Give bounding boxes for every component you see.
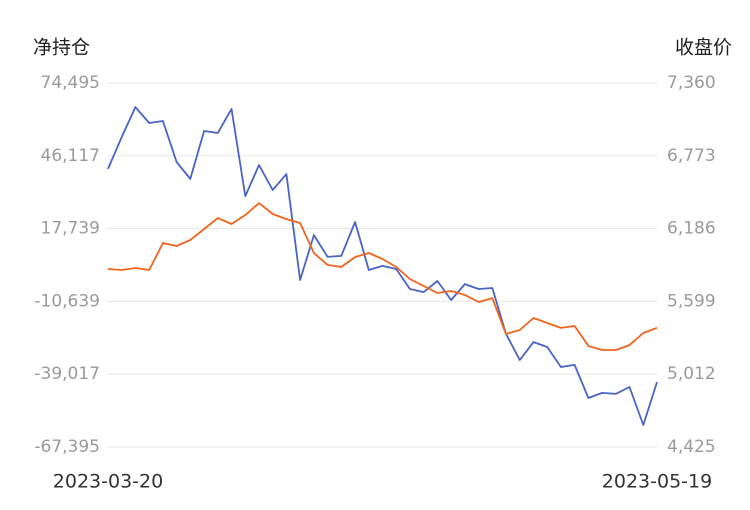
y-tick-label: -39,017 xyxy=(34,364,100,384)
y2-tick-label: 6,186 xyxy=(667,219,716,239)
y2-tick-label: 5,012 xyxy=(667,364,716,384)
y-tick-label: 46,117 xyxy=(41,146,100,166)
series-line xyxy=(107,106,658,426)
y2-axis-title: 收盘价 xyxy=(675,37,732,59)
y2-tick-label: 4,425 xyxy=(667,437,716,457)
x-tick-label: 2023-03-20 xyxy=(53,471,163,493)
y-tick-label: -67,395 xyxy=(34,437,100,457)
y-tick-label: 74,495 xyxy=(41,73,100,93)
y-axis-title: 净持仓 xyxy=(33,37,90,59)
y2-tick-label: 7,360 xyxy=(667,73,716,93)
x-tick-label: 2023-05-19 xyxy=(602,471,712,493)
series-line xyxy=(107,202,658,351)
y-tick-label: -10,639 xyxy=(34,291,100,311)
y2-tick-label: 5,599 xyxy=(667,291,716,311)
y2-tick-label: 6,773 xyxy=(667,146,716,166)
y-tick-label: 17,739 xyxy=(41,219,100,239)
